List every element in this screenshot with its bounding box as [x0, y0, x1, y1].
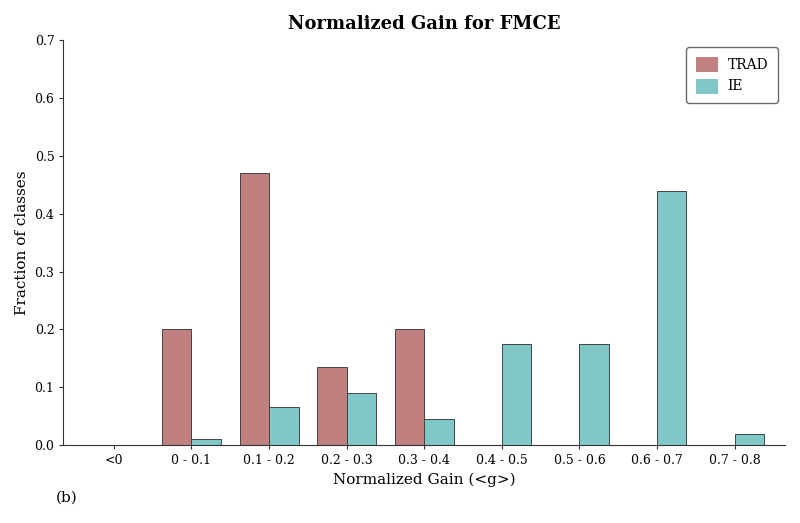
Y-axis label: Fraction of classes: Fraction of classes [15, 170, 29, 315]
Bar [317, 367, 346, 445]
Bar [191, 439, 221, 445]
X-axis label: Normalized Gain (<g>): Normalized Gain (<g>) [333, 473, 515, 487]
Bar [162, 329, 191, 445]
Bar [734, 434, 764, 445]
Bar [424, 419, 454, 445]
Legend: TRAD, IE: TRAD, IE [686, 47, 778, 103]
Bar [502, 344, 531, 445]
Bar [657, 190, 686, 445]
Bar [394, 329, 424, 445]
Bar [346, 393, 376, 445]
Bar [239, 173, 269, 445]
Bar [269, 407, 298, 445]
Title: Normalized Gain for FMCE: Normalized Gain for FMCE [288, 15, 561, 33]
Text: (b): (b) [56, 491, 78, 505]
Bar [579, 344, 609, 445]
